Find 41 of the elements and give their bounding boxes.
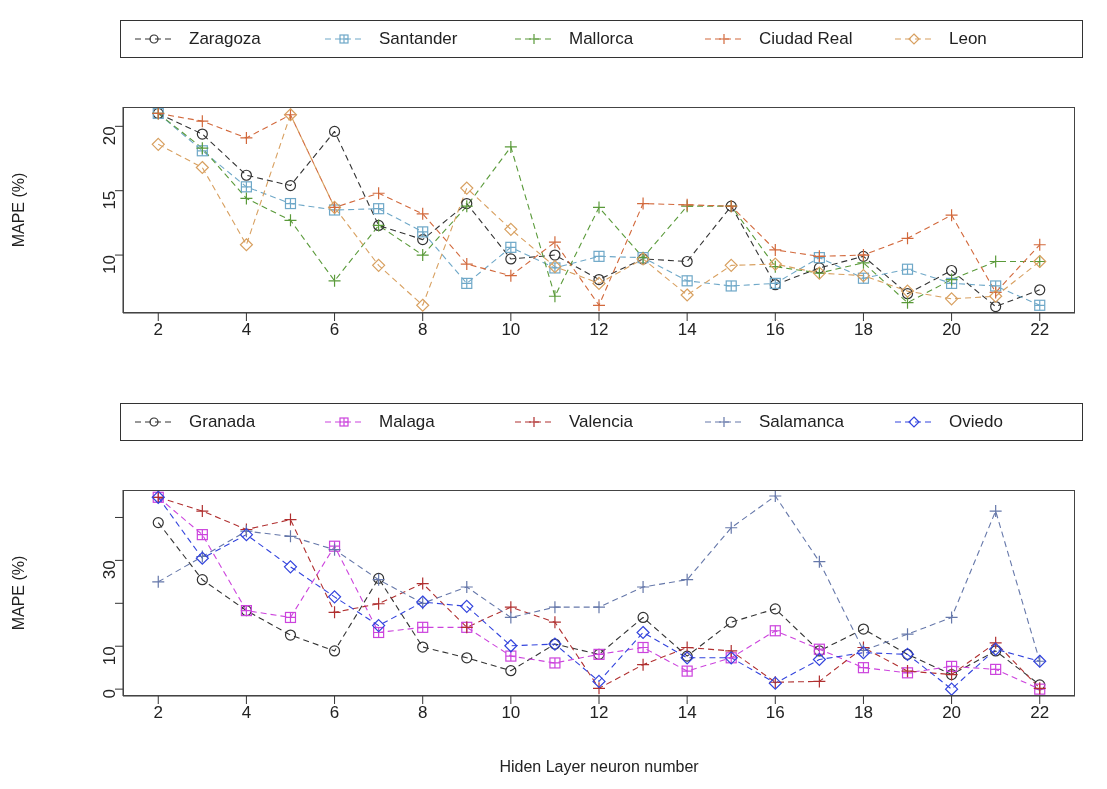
y-tick-label: 20 xyxy=(100,126,120,146)
x-tick-label: 22 xyxy=(1030,703,1050,723)
x-tick-label: 20 xyxy=(942,703,962,723)
legend-label: Santander xyxy=(379,29,458,49)
x-tick-label: 8 xyxy=(417,320,428,340)
x-tick-label: 4 xyxy=(241,703,252,723)
x-tick-label: 16 xyxy=(765,320,785,340)
x-tick-label: 6 xyxy=(329,320,340,340)
x-tick-label: 2 xyxy=(153,703,163,723)
legend-label: Oviedo xyxy=(949,412,1003,432)
x-tick-label: 14 xyxy=(677,703,697,723)
legend-label: Salamanca xyxy=(759,412,845,432)
y-tick-label: 30 xyxy=(100,560,120,580)
x-tick-label: 18 xyxy=(853,320,873,340)
legend-label: Valencia xyxy=(569,412,633,432)
x-tick-label: 14 xyxy=(677,320,697,340)
x-tick-label: 4 xyxy=(241,320,252,340)
y-tick-label: 10 xyxy=(100,255,120,274)
y-tick-label: 15 xyxy=(100,190,120,210)
y-tick-label: 10 xyxy=(100,646,120,666)
x-tick-label: 2 xyxy=(153,320,163,340)
legend-label: Zaragoza xyxy=(189,29,261,49)
x-tick-label: 20 xyxy=(942,320,962,340)
x-tick-label: 16 xyxy=(765,703,785,723)
y-axis-title: MAPE (%) xyxy=(9,555,27,631)
legend-label: Malaga xyxy=(379,412,435,432)
x-tick-label: 22 xyxy=(1030,320,1050,340)
y-axis-title: MAPE (%) xyxy=(9,172,27,248)
x-tick-label: 6 xyxy=(329,703,340,723)
y-tick-label: 0 xyxy=(100,689,120,699)
x-tick-label: 18 xyxy=(853,703,873,723)
legend-label: Leon xyxy=(949,29,987,49)
x-tick-label: 12 xyxy=(589,320,609,340)
legend-label: Ciudad Real xyxy=(759,29,853,49)
legend-label: Granada xyxy=(189,412,256,432)
x-tick-label: 12 xyxy=(589,703,609,723)
x-tick-label: 8 xyxy=(417,703,428,723)
x-tick-label: 10 xyxy=(501,703,521,723)
x-axis-title: Hiden Layer neuron number xyxy=(498,758,700,776)
legend-label: Mallorca xyxy=(569,29,634,49)
x-tick-label: 10 xyxy=(501,320,521,340)
